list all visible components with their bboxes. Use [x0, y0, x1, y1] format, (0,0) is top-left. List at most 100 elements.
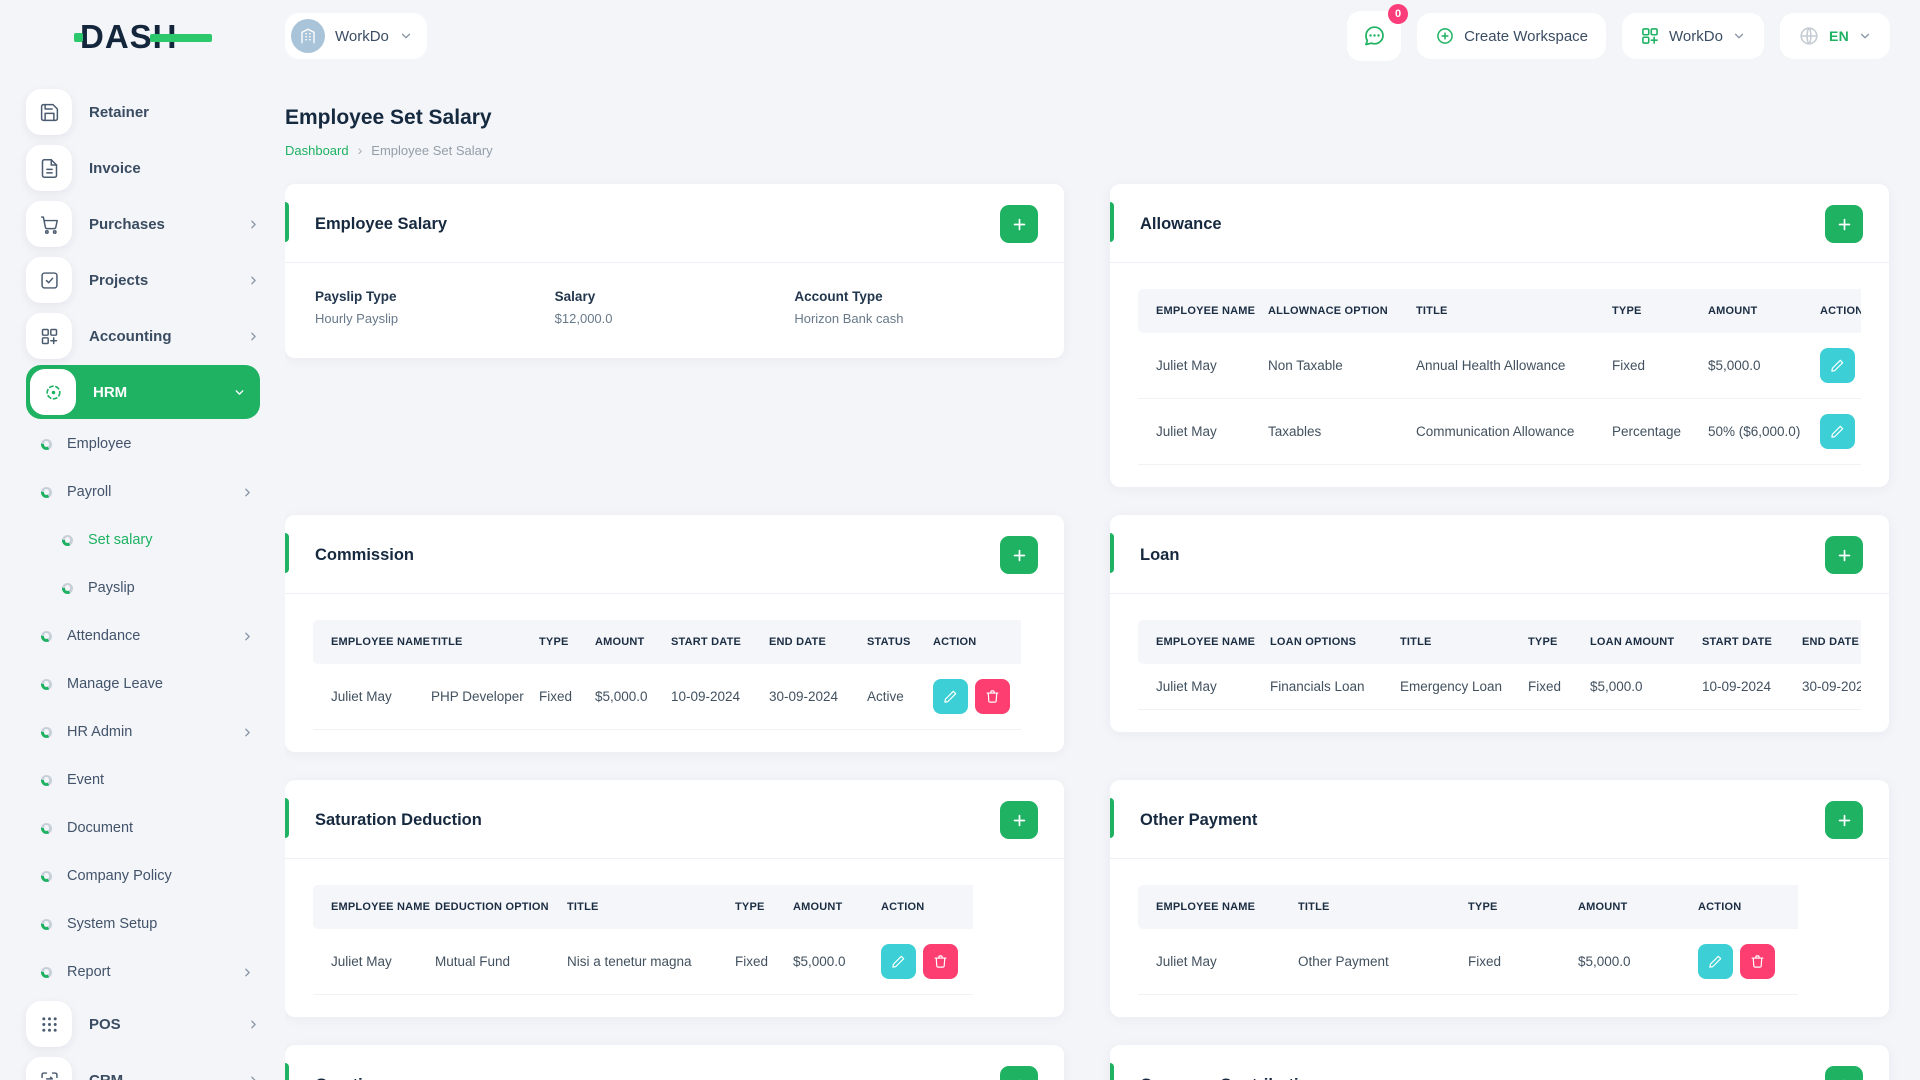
sidebar-item-purchases[interactable]: Purchases — [26, 196, 260, 252]
column-header: TITLE — [1390, 620, 1518, 664]
cell-employee: Juliet May — [313, 929, 425, 995]
delete-button[interactable] — [975, 679, 1010, 714]
other-payment-table: EMPLOYEE NAME TITLE TYPE AMOUNT ACTION J… — [1138, 885, 1798, 995]
create-workspace-button[interactable]: Create Workspace — [1417, 13, 1607, 59]
column-header: TYPE — [1458, 885, 1568, 929]
sidebar-item-payroll[interactable]: Payroll — [26, 468, 260, 516]
column-header: ACTION — [1688, 885, 1798, 929]
column-header: ALLOWNACE OPTION — [1258, 289, 1406, 333]
loan-table: EMPLOYEE NAME LOAN OPTIONS TITLE TYPE LO… — [1138, 620, 1861, 710]
workspace-switcher[interactable]: WorkDo — [285, 13, 427, 59]
delete-button[interactable] — [923, 944, 958, 979]
column-header: START DATE — [1692, 620, 1792, 664]
add-overtime-button[interactable] — [1000, 1066, 1038, 1080]
sidebar-item-label: System Setup — [67, 916, 158, 932]
cell-start-date: 10-09-2024 — [661, 664, 759, 730]
bullet-ring-icon — [41, 726, 52, 738]
app-menu-button[interactable]: WorkDo — [1622, 13, 1764, 59]
sidebar-item-attendance[interactable]: Attendance — [26, 612, 260, 660]
breadcrumb-dashboard-link[interactable]: Dashboard — [285, 142, 349, 158]
plus-icon — [1011, 812, 1028, 829]
cell-type: Fixed — [1602, 333, 1698, 399]
messages-badge: 0 — [1388, 4, 1409, 24]
column-header: TITLE — [1406, 289, 1602, 333]
field-label: Account Type — [794, 289, 883, 304]
sidebar-item-set-salary[interactable]: Set salary — [26, 516, 260, 564]
table-row: Juliet May Mutual Fund Nisi a tenetur ma… — [313, 929, 973, 995]
company-contribution-card: Company Contribution — [1110, 1045, 1889, 1080]
chevron-right-icon — [241, 726, 254, 739]
cell-loan-amount: $5,000.0 — [1580, 664, 1692, 710]
sidebar-item-system-setup[interactable]: System Setup — [26, 900, 260, 948]
sidebar-item-crm[interactable]: CRM — [26, 1052, 260, 1080]
delete-button[interactable] — [1740, 944, 1775, 979]
sidebar-item-invoice[interactable]: Invoice — [26, 140, 260, 196]
salary-field: Salary $12,000.0 — [555, 289, 795, 326]
column-header: AMOUNT — [1568, 885, 1688, 929]
crm-box-icon — [26, 1057, 72, 1080]
sidebar-item-hrm[interactable]: HRM — [26, 365, 260, 419]
column-header: START DATE — [661, 620, 759, 664]
dash-logo[interactable]: DASH — [74, 20, 212, 53]
cell-title: Other Payment — [1288, 929, 1458, 995]
chevron-down-icon — [1732, 29, 1746, 43]
sidebar-item-accounting[interactable]: Accounting — [26, 308, 260, 364]
table-row: Juliet May Financials Loan Emergency Loa… — [1138, 664, 1861, 710]
edit-button[interactable] — [1820, 348, 1855, 383]
saturation-deduction-card: Saturation Deduction EMPLOYEE NAME DEDUC… — [285, 780, 1064, 1017]
table-row: Juliet May Other Payment Fixed $5,000.0 — [1138, 929, 1798, 995]
cell-type: Fixed — [529, 664, 585, 730]
sidebar-item-manage-leave[interactable]: Manage Leave — [26, 660, 260, 708]
sidebar-item-retainer[interactable]: Retainer — [26, 84, 260, 140]
main-content: Employee Set Salary Dashboard › Employee… — [285, 72, 1920, 1080]
edit-button[interactable] — [1820, 414, 1855, 449]
column-header: EMPLOYEE NAME — [1138, 885, 1288, 929]
card-title: Commission — [315, 545, 415, 564]
sidebar-item-employee[interactable]: Employee — [26, 420, 260, 468]
bullet-ring-icon — [41, 438, 52, 450]
sidebar-item-event[interactable]: Event — [26, 756, 260, 804]
sidebar-item-payslip[interactable]: Payslip — [26, 564, 260, 612]
sidebar-item-document[interactable]: Document — [26, 804, 260, 852]
plus-circle-icon — [1435, 26, 1455, 46]
column-header: AMOUNT — [783, 885, 871, 929]
edit-button[interactable] — [881, 944, 916, 979]
pencil-icon — [1830, 424, 1845, 439]
pencil-icon — [1708, 954, 1723, 969]
add-saturation-deduction-button[interactable] — [1000, 801, 1038, 839]
add-allowance-button[interactable] — [1825, 205, 1863, 243]
sidebar-item-report[interactable]: Report — [26, 948, 260, 996]
building-icon — [299, 27, 317, 45]
column-header: DEDUCTION OPTION — [425, 885, 557, 929]
bullet-ring-icon — [41, 966, 52, 978]
column-header: TITLE — [421, 620, 529, 664]
language-selector[interactable]: EN — [1779, 13, 1890, 59]
chevron-right-icon — [247, 274, 260, 287]
add-other-payment-button[interactable] — [1825, 801, 1863, 839]
trash-icon — [985, 689, 1000, 704]
bullet-ring-icon — [41, 678, 52, 690]
sidebar-item-label: Employee — [67, 436, 132, 452]
add-company-contribution-button[interactable] — [1825, 1066, 1863, 1080]
cell-employee: Juliet May — [313, 664, 421, 730]
edit-button[interactable] — [933, 679, 968, 714]
sidebar-item-label: Report — [67, 964, 111, 980]
edit-button[interactable] — [1698, 944, 1733, 979]
breadcrumb-chevron-icon: › — [357, 142, 363, 158]
logo-dot — [74, 32, 83, 42]
bullet-ring-icon — [41, 918, 52, 930]
sidebar-item-hr-admin[interactable]: HR Admin — [26, 708, 260, 756]
add-commission-button[interactable] — [1000, 536, 1038, 574]
sidebar-item-pos[interactable]: POS — [26, 996, 260, 1052]
sidebar-item-projects[interactable]: Projects — [26, 252, 260, 308]
column-header: TITLE — [1288, 885, 1458, 929]
sidebar-item-company-policy[interactable]: Company Policy — [26, 852, 260, 900]
plus-icon — [1836, 216, 1853, 233]
sidebar-item-label: Accounting — [89, 327, 172, 345]
card-title: Loan — [1140, 545, 1180, 564]
add-loan-button[interactable] — [1825, 536, 1863, 574]
cell-loan-option: Financials Loan — [1260, 664, 1390, 710]
cell-title: Communication Allowance — [1406, 398, 1602, 465]
add-employee-salary-button[interactable] — [1000, 205, 1038, 243]
messages-button[interactable]: 0 — [1347, 4, 1409, 61]
